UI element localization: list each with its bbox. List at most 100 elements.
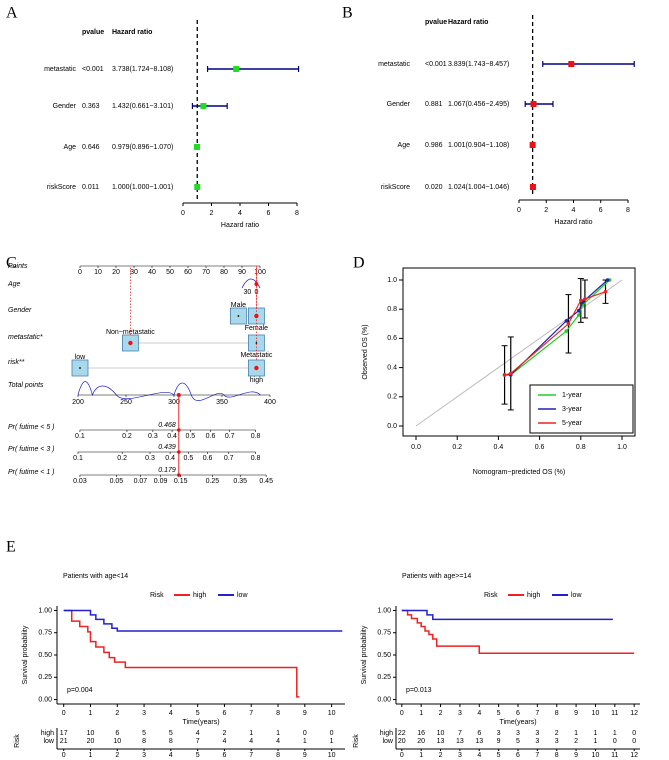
p-value: p=0.013 (406, 687, 432, 694)
selected-dot (254, 365, 259, 371)
probability-tick-label: 0.4 (167, 433, 177, 440)
hr-box (193, 144, 200, 150)
x-tick-label: 9 (574, 710, 578, 717)
x-tick-label: 4 (238, 210, 242, 217)
risk-x-tick-label: 3 (142, 752, 146, 759)
hr-box (200, 103, 207, 109)
km-title: Patients with age>=14 (402, 573, 471, 580)
probability-value: 0.439 (158, 444, 176, 451)
legend-label: high (193, 592, 206, 599)
calibration-point (603, 289, 608, 294)
risk-x-tick-label: 4 (477, 752, 481, 759)
calibration-point (576, 313, 581, 317)
points-tick-label: 10 (94, 269, 102, 276)
panel-letter: E (6, 539, 16, 556)
y-tick-label: 0.6 (387, 335, 397, 342)
x-tick-label: 0 (181, 210, 185, 217)
risk-count: 8 (142, 738, 146, 745)
x-tick-label: 8 (626, 207, 630, 214)
hr-box (529, 184, 536, 190)
points-tick-label: 20 (112, 269, 120, 276)
row-name: Gender (53, 103, 77, 110)
row-hr-label: 3.738(1.724−8.108) (112, 66, 173, 73)
total-marker (176, 393, 181, 397)
y-tick-label: 0.50 (377, 652, 391, 659)
risk-count: 2 (574, 738, 578, 745)
survival-curve (63, 609, 300, 698)
x-tick-label: 4 (169, 710, 173, 717)
risk-x-tick-label: 10 (592, 752, 600, 759)
x-tick-label: 2 (210, 210, 214, 217)
x-tick-label: 8 (295, 210, 299, 217)
points-tick-label: 60 (184, 269, 192, 276)
age-level: 30 (244, 289, 252, 296)
y-tick-label: 1.00 (38, 607, 52, 614)
probability-point (177, 428, 181, 432)
level-label: Non−metastatic (106, 329, 155, 336)
risk-count: 0 (632, 738, 636, 745)
x-tick-label: 5 (196, 710, 200, 717)
legend-title: Risk (484, 592, 498, 599)
x-tick-label: 2 (439, 710, 443, 717)
level-label: Male (231, 302, 246, 309)
risk-x-tick-label: 4 (169, 752, 173, 759)
risk-count: 22 (398, 730, 406, 737)
probability-tick-label: 0.3 (148, 433, 158, 440)
x-tick-label: 2 (544, 207, 548, 214)
risk-x-tick-label: 1 (419, 752, 423, 759)
risk-count: 2 (222, 730, 226, 737)
risk-x-tick-label: 9 (574, 752, 578, 759)
risk-count: 1 (330, 738, 334, 745)
risk-x-tick-label: 6 (516, 752, 520, 759)
column-header: pvalue (82, 29, 104, 36)
x-tick-label: 0.4 (494, 444, 504, 451)
row-pvalue: 0.881 (425, 101, 443, 108)
y-axis-label: Survival probability (22, 625, 29, 684)
probability-tick-label: 0.25 (206, 478, 220, 485)
risk-count: 13 (475, 738, 483, 745)
selected-dot (254, 313, 259, 319)
risk-count: 0 (632, 730, 636, 737)
legend-label: low (571, 592, 582, 599)
risk-count: 20 (87, 738, 95, 745)
probability-tick-label: 0.8 (251, 455, 261, 462)
probability-tick-label: 0.15 (174, 478, 188, 485)
risk-x-tick-label: 10 (328, 752, 336, 759)
legend-title: Risk (150, 592, 164, 599)
legend-label: 1-year (562, 392, 583, 399)
x-tick-label: 0.0 (411, 444, 421, 451)
risk-x-tick-label: 0 (62, 752, 66, 759)
total-tick-label: 400 (264, 399, 276, 406)
risk-x-tick-label: 2 (439, 752, 443, 759)
nomogram-row-label: Age (7, 281, 21, 288)
calibration-line (504, 279, 611, 376)
risk-count: 1 (594, 738, 598, 745)
age-density (241, 278, 261, 289)
legend-label: high (527, 592, 540, 599)
p-value: p=0.004 (67, 687, 93, 694)
nomogram-row-label: Gender (8, 307, 32, 314)
calibration-point (576, 308, 581, 313)
legend-label: low (237, 592, 248, 599)
risk-x-tick-label: 5 (497, 752, 501, 759)
calibration-line (504, 291, 606, 376)
plot-frame (402, 267, 636, 437)
probability-point (177, 473, 181, 477)
risk-x-tick-label: 11 (611, 752, 618, 759)
points-tick-label: 80 (220, 269, 228, 276)
points-tick-label: 90 (238, 269, 246, 276)
y-tick-label: 0.00 (38, 696, 52, 703)
x-tick-label: 1 (419, 710, 423, 717)
diagonal (415, 279, 623, 427)
risk-count: 6 (115, 730, 119, 737)
row-hr-label: 1.067(0.456−2.495) (448, 101, 509, 108)
risk-count: 3 (497, 730, 501, 737)
risk-row-name: high (41, 730, 54, 737)
y-tick-label: 0.00 (377, 696, 391, 703)
x-tick-label: 11 (611, 710, 618, 717)
risk-count: 1 (613, 730, 617, 737)
y-tick-label: 0.4 (387, 364, 397, 371)
y-tick-label: 0.50 (38, 652, 52, 659)
row-name: Gender (387, 101, 411, 108)
